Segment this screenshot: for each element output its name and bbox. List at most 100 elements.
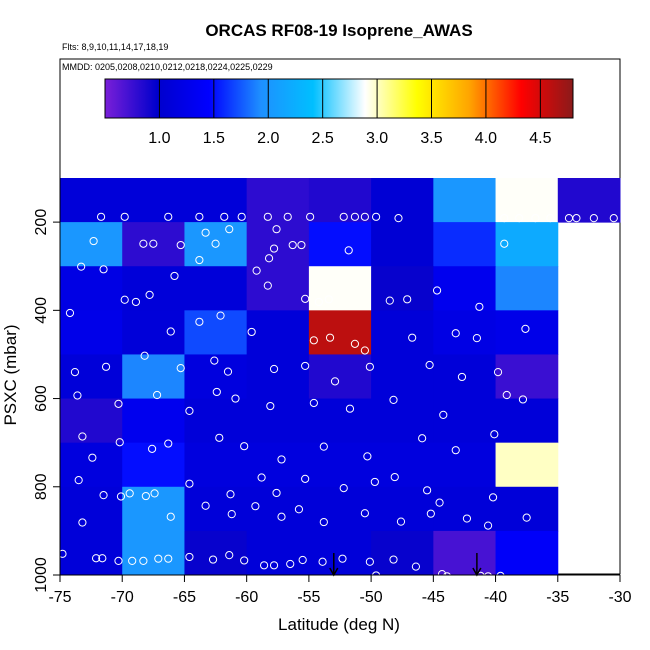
heatmap-cell-r1-c5 <box>371 222 434 267</box>
y-tick-label-4: 1000 <box>33 557 50 593</box>
sample-point <box>496 571 505 580</box>
sample-point <box>609 214 618 223</box>
colorbar-ticks: 1.0 1.5 2.0 2.5 3.0 3.5 4.0 4.5 <box>148 79 552 147</box>
sample-point <box>408 333 417 342</box>
heatmap-cell-r0-c0 <box>60 178 123 223</box>
sample-point <box>185 406 194 416</box>
sample-point <box>269 364 279 374</box>
sample-point <box>263 281 272 290</box>
sample-point <box>475 302 484 311</box>
heatmap-cell-r8-c0 <box>60 530 123 576</box>
heatmap-cell-r7-c6 <box>433 486 497 532</box>
sample-point <box>210 356 219 365</box>
sample-point <box>385 296 394 305</box>
heatmap-cell-r2-c5 <box>371 266 434 311</box>
sample-point <box>286 559 295 569</box>
heatmap-cell-r6-c2 <box>184 442 248 488</box>
sample-point <box>283 212 292 221</box>
heatmap-cell-r3-c5 <box>371 310 434 355</box>
sample-point <box>442 572 452 581</box>
sample-point <box>324 295 333 304</box>
heatmap-cell-r3-c6 <box>433 310 497 355</box>
sample-point <box>226 490 235 499</box>
heatmap-cell-r8-c7 <box>495 530 559 576</box>
sample-point <box>298 555 307 565</box>
sample-point <box>195 317 204 326</box>
y-axis-label: PSXC (mbar) <box>1 324 20 425</box>
heatmap-cell-r8-c5 <box>371 530 434 576</box>
heatmap-cell-r0-c2 <box>184 178 248 223</box>
sample-point <box>252 266 261 275</box>
heatmap-cell-r6-c4 <box>308 442 372 488</box>
sample-point <box>589 214 598 223</box>
sample-point <box>96 212 106 221</box>
sample-point <box>223 367 233 376</box>
sample-point <box>120 295 129 304</box>
sample-point <box>89 236 98 246</box>
sample-point <box>185 479 194 488</box>
sample-point <box>139 556 148 565</box>
sample-point <box>493 367 503 377</box>
sample-point <box>370 477 379 487</box>
sample-point <box>272 225 281 234</box>
colorbar-tick-label-0: 1.0 <box>148 130 170 147</box>
sample-point <box>78 432 87 441</box>
sample-point <box>309 336 318 345</box>
sample-point <box>330 377 340 386</box>
sample-point <box>301 361 310 371</box>
sample-point <box>502 390 511 400</box>
heatmap-cell-r4-c1 <box>122 354 185 400</box>
heatmap-cell-r5-c6 <box>433 398 497 444</box>
sample-point <box>131 297 141 307</box>
sample-point <box>309 398 318 408</box>
sample-point <box>319 517 328 527</box>
sample-point <box>225 551 234 560</box>
sample-point <box>288 240 297 250</box>
sample-point <box>70 367 80 377</box>
sample-point <box>363 452 372 461</box>
sample-point <box>319 442 328 451</box>
sample-point <box>170 271 179 281</box>
x-tick-label-6: -45 <box>422 589 445 606</box>
sample-point <box>140 351 149 360</box>
sample-point <box>437 570 447 579</box>
heatmap-cell-r3-c2 <box>184 310 248 355</box>
y-tick-label-1: 400 <box>33 297 50 324</box>
sample-point <box>201 228 210 237</box>
heatmap-cell-r7-c1 <box>122 486 185 532</box>
sample-point <box>166 512 175 521</box>
heatmap-cell-r3-c4 <box>308 310 372 355</box>
sample-point <box>345 404 355 413</box>
flights-note: Flts: 8,9,10,11,14,17,18,19 <box>62 42 168 52</box>
sample-point <box>472 334 481 343</box>
sample-point <box>269 561 279 570</box>
heatmap-cell-r8-c4 <box>308 530 372 576</box>
sample-point <box>411 562 421 571</box>
heatmap-cell-r4-c6 <box>433 354 497 400</box>
sample-point <box>451 446 460 455</box>
sample-point <box>185 552 194 562</box>
heatmap-cell-r4-c4 <box>308 354 372 400</box>
heatmap-cell-r7-c2 <box>184 486 248 532</box>
sample-point <box>115 438 124 447</box>
sample-point <box>152 390 162 400</box>
heatmap-cell-r5-c5 <box>371 398 434 444</box>
heatmap-cell-r1-c6 <box>433 222 497 267</box>
sample-point <box>58 549 67 558</box>
sample-point <box>451 329 460 338</box>
sample-point <box>141 491 150 501</box>
axes: -75 -70 -65 -60 -55 -50 -45 -40 -35 -30 200 400 600 8… <box>33 178 632 606</box>
sample-point <box>515 214 524 223</box>
sample-point <box>211 239 220 248</box>
sample-point <box>394 214 403 223</box>
x-tick-label-4: -55 <box>297 589 320 606</box>
sample-point <box>277 455 286 464</box>
heatmap-cell-r1-c4 <box>308 222 372 267</box>
heatmap-cell-r7-c0 <box>60 486 123 532</box>
sample-point <box>371 212 381 221</box>
sample-point <box>546 214 555 223</box>
x-tick-label-9: -30 <box>608 589 631 606</box>
x-tick-label-3: -60 <box>235 589 258 606</box>
colorbar-rect <box>104 78 574 119</box>
sample-point <box>257 473 266 482</box>
